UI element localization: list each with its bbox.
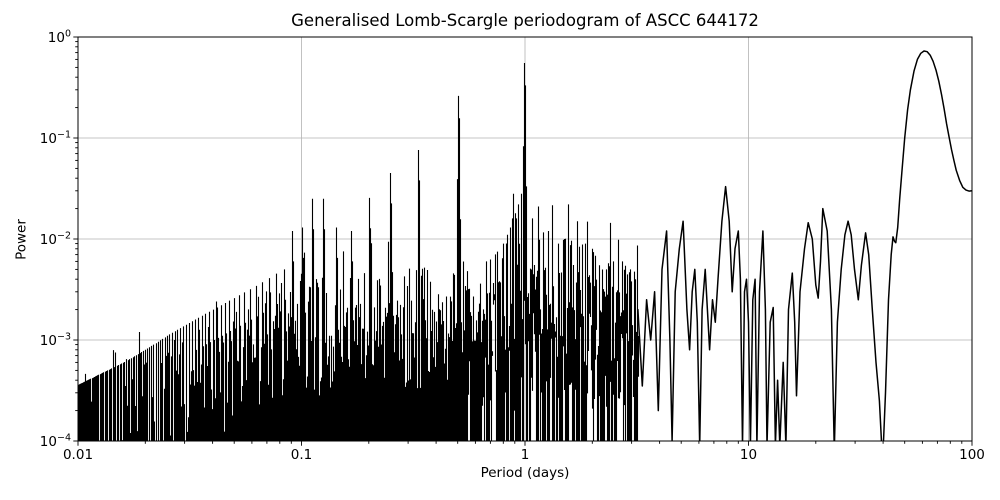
x-tick-label: 0.01 bbox=[63, 447, 93, 463]
x-axis-label: Period (days) bbox=[480, 465, 570, 481]
y-axis-label: Power bbox=[13, 219, 30, 260]
axis-ticks bbox=[73, 36, 973, 446]
x-tick-label: 0.1 bbox=[291, 447, 312, 463]
chart-title: Generalised Lomb-Scargle periodogram of … bbox=[291, 11, 759, 30]
x-tick-label: 1 bbox=[521, 447, 530, 463]
x-tick-label: 100 bbox=[959, 447, 985, 463]
x-tick-label: 10 bbox=[740, 447, 757, 463]
periodogram-smooth-series bbox=[637, 50, 972, 441]
